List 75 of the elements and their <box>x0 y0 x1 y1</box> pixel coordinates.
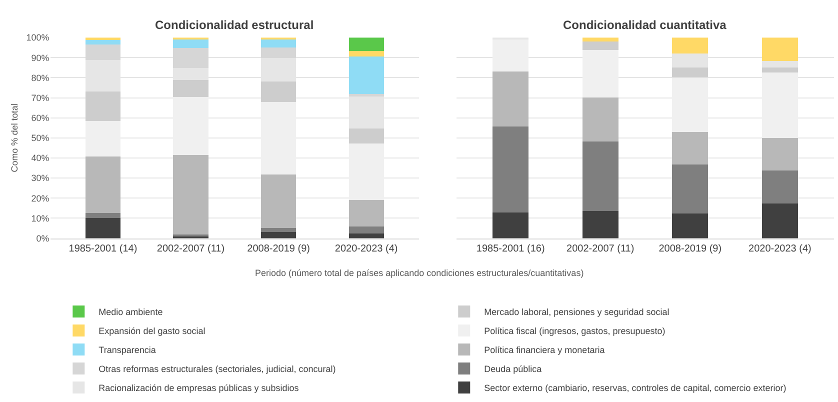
bar <box>260 81 296 102</box>
chart-title: Condicionalidad cuantitativa <box>563 18 727 32</box>
bar <box>348 234 384 238</box>
legend-label: Racionalización de empresas públicas y subsidios <box>98 383 300 394</box>
y-tick-label: 50% <box>31 133 50 144</box>
y-tick-label: 10% <box>31 213 50 224</box>
bar <box>582 97 618 142</box>
bar <box>582 210 618 238</box>
bar <box>173 155 208 234</box>
bar <box>492 126 529 212</box>
bar <box>173 40 208 48</box>
x-tick-label: 2020-2023 (4) <box>334 243 398 254</box>
legend-label: Medio ambiente <box>98 307 163 318</box>
y-tick-label: 20% <box>31 193 50 204</box>
x-axis-title: Periodo (número total de países aplicando condiciones estructurales/cuantitativas) <box>255 268 584 278</box>
legend-label: Deuda pública <box>484 364 542 374</box>
legend-label: Política fiscal (ingresos, gastos, presupuesto) <box>484 326 666 336</box>
bar <box>672 132 708 164</box>
bar <box>672 38 708 54</box>
bar <box>492 212 529 238</box>
bar <box>85 40 121 45</box>
x-tick-label: 2008-2019 (9) <box>247 243 310 254</box>
x-tick-label: 2008-2019 (9) <box>658 243 722 254</box>
bar <box>260 228 296 232</box>
bar <box>672 213 708 238</box>
y-tick-label: 60% <box>31 113 50 124</box>
x-tick-label: 2002-2007 (11) <box>156 243 225 254</box>
y-tick-label: 40% <box>31 153 50 164</box>
bar <box>348 94 384 97</box>
bar <box>173 80 208 97</box>
y-tick-label: 30% <box>31 173 50 184</box>
legend-label: Otras reformas estructurales (sectoriales, judicial, concural) <box>98 364 336 374</box>
y-axis-title: Como % del total <box>10 104 20 172</box>
bar <box>348 128 384 144</box>
y-tick-label: 90% <box>31 52 50 63</box>
bar <box>348 200 384 227</box>
legend-label: Sector externo (cambiario, reservas, controles de capital, comercio exterior) <box>484 383 786 394</box>
bar <box>260 232 296 238</box>
legend-label: Mercado laboral, pensiones y seguridad social <box>484 307 670 318</box>
bar <box>85 218 121 238</box>
bar <box>85 44 121 60</box>
bar <box>260 38 296 48</box>
bar <box>762 67 798 72</box>
bar <box>762 138 798 170</box>
bar <box>260 48 296 58</box>
bar <box>582 42 618 50</box>
bar <box>762 38 798 62</box>
bar <box>173 48 208 68</box>
bar <box>348 56 384 94</box>
legend-label: Política financiera y monetaria <box>484 345 605 356</box>
bar <box>260 174 296 228</box>
x-tick-label: 2020-2023 (4) <box>748 243 812 254</box>
bar <box>348 226 384 234</box>
bar <box>85 92 121 121</box>
bar <box>492 72 529 127</box>
y-tick-label: 0% <box>36 233 50 244</box>
bar <box>348 38 384 51</box>
bar <box>582 142 618 211</box>
bar <box>348 50 384 57</box>
bar <box>672 67 708 78</box>
x-tick-label: 1985-2001 (14) <box>68 243 138 254</box>
legend-label: Transparencia <box>98 345 156 356</box>
y-tick-label: 100% <box>26 32 50 43</box>
bar <box>762 61 798 68</box>
bar <box>85 156 121 213</box>
bar <box>672 164 708 214</box>
x-tick-label: 2002-2007 (11) <box>566 243 634 254</box>
y-tick-label: 70% <box>31 92 50 103</box>
bar <box>762 204 798 238</box>
bar <box>85 212 121 218</box>
bar <box>762 170 798 204</box>
chart-title: Condicionalidad estructural <box>155 18 314 32</box>
y-tick-label: 80% <box>31 72 50 83</box>
legend-label: Expansión del gasto social <box>98 326 206 336</box>
x-tick-label: 1985-2001 (16) <box>476 243 545 254</box>
